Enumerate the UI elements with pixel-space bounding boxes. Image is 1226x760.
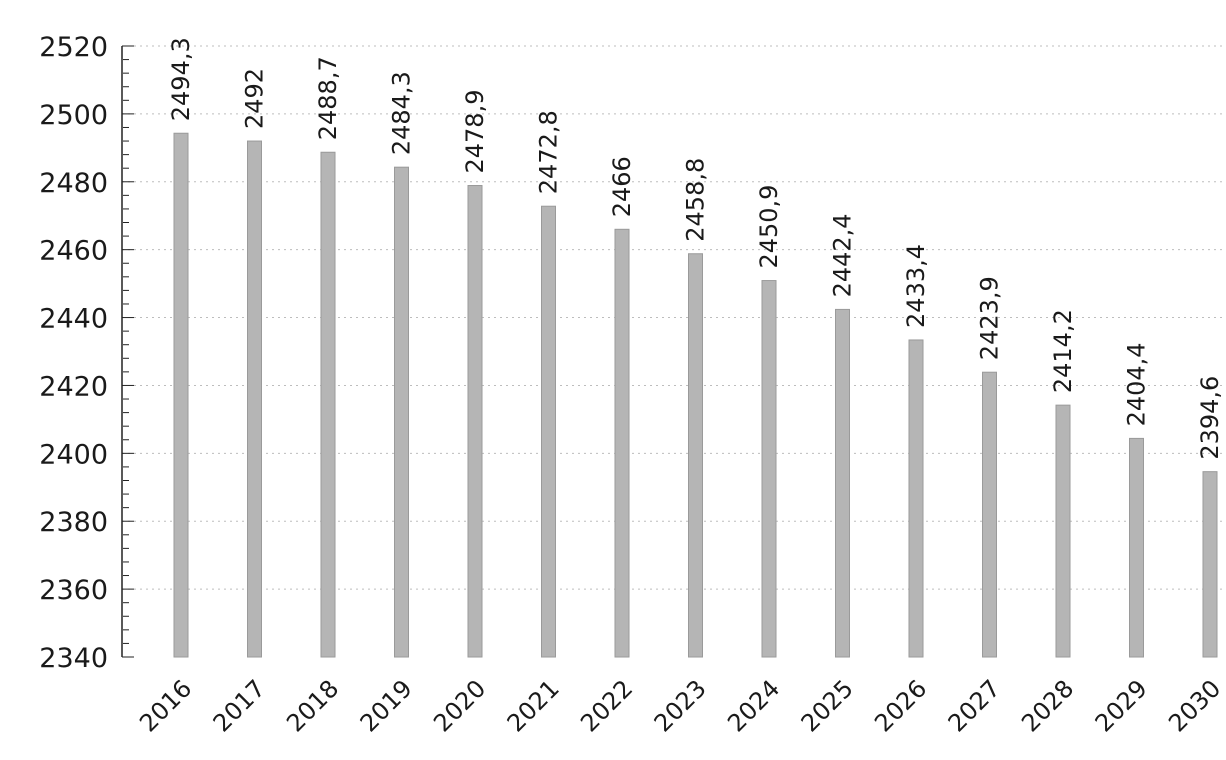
- bar: [614, 228, 630, 658]
- bar: [394, 166, 409, 658]
- y-tick-label: 2480: [39, 168, 108, 199]
- x-tick-label: 2023: [649, 674, 712, 737]
- value-label: 2442,4: [829, 213, 857, 297]
- x-tick-label: 2020: [428, 674, 491, 737]
- bars: [173, 132, 1218, 658]
- value-label: 2494,3: [167, 37, 195, 121]
- x-tick-label: 2027: [943, 674, 1006, 737]
- y-tick-label: 2420: [39, 371, 108, 402]
- x-tick-label: 2017: [208, 674, 271, 737]
- y-tick-label: 2360: [39, 575, 108, 606]
- bar: [688, 253, 703, 658]
- bar: [761, 280, 777, 658]
- bar: [173, 132, 189, 658]
- y-tick-label: 2520: [39, 32, 108, 63]
- x-tick-label: 2025: [796, 674, 859, 737]
- x-tick-label: 2021: [502, 674, 565, 737]
- bar: [247, 140, 262, 658]
- value-label: 2484,3: [388, 71, 416, 155]
- bar: [467, 185, 483, 658]
- x-tick-label: 2029: [1090, 674, 1153, 737]
- value-labels: 2494,3 2492 2488,7 2484,3 2478,9 2472,8 2466 24…: [167, 37, 1224, 459]
- value-label: 2433,4: [902, 244, 930, 328]
- x-tick-label: 2016: [134, 674, 197, 737]
- value-label: 2458,8: [682, 158, 710, 242]
- value-label: 2423,9: [976, 276, 1004, 360]
- y-tick-label: 2340: [39, 643, 108, 674]
- bar: [320, 151, 336, 658]
- x-tick-label: 2024: [722, 674, 785, 737]
- y-tick-label: 2400: [39, 439, 108, 470]
- y-tick-label: 2380: [39, 507, 108, 538]
- bar: [1055, 404, 1071, 658]
- x-tick-label: 2026: [869, 674, 932, 737]
- value-label: 2492: [241, 68, 269, 129]
- value-label: 2450,9: [755, 185, 783, 269]
- x-tick-labels: 2016 2017 2018 2019 2020 2021 2022 2023 2024 2025…: [134, 674, 1226, 737]
- y-axis: [121, 45, 134, 658]
- value-label: 2488,7: [314, 56, 342, 140]
- y-tick-labels: 2340 2360 2380 2400 2420 2440 2460 2480 2500 2520: [39, 32, 108, 674]
- y-tick-label: 2500: [39, 100, 108, 131]
- x-tick-label: 2018: [281, 674, 344, 737]
- bar: [1129, 437, 1144, 658]
- x-tick-label: 2022: [575, 674, 638, 737]
- value-label: 2466: [608, 156, 636, 217]
- bar: [908, 339, 924, 658]
- value-label: 2478,9: [461, 90, 489, 174]
- value-label: 2472,8: [535, 110, 563, 194]
- value-label: 2404,4: [1123, 342, 1151, 426]
- y-tick-label: 2440: [39, 304, 108, 335]
- value-label: 2394,6: [1196, 376, 1224, 460]
- x-tick-label: 2030: [1163, 674, 1226, 737]
- bar: [982, 371, 997, 658]
- y-tick-label: 2460: [39, 236, 108, 267]
- bar: [1202, 471, 1218, 658]
- bar: [835, 308, 850, 658]
- x-tick-label: 2028: [1016, 674, 1079, 737]
- value-label: 2414,2: [1049, 309, 1077, 393]
- bar: [541, 205, 556, 658]
- x-tick-label: 2019: [355, 674, 418, 737]
